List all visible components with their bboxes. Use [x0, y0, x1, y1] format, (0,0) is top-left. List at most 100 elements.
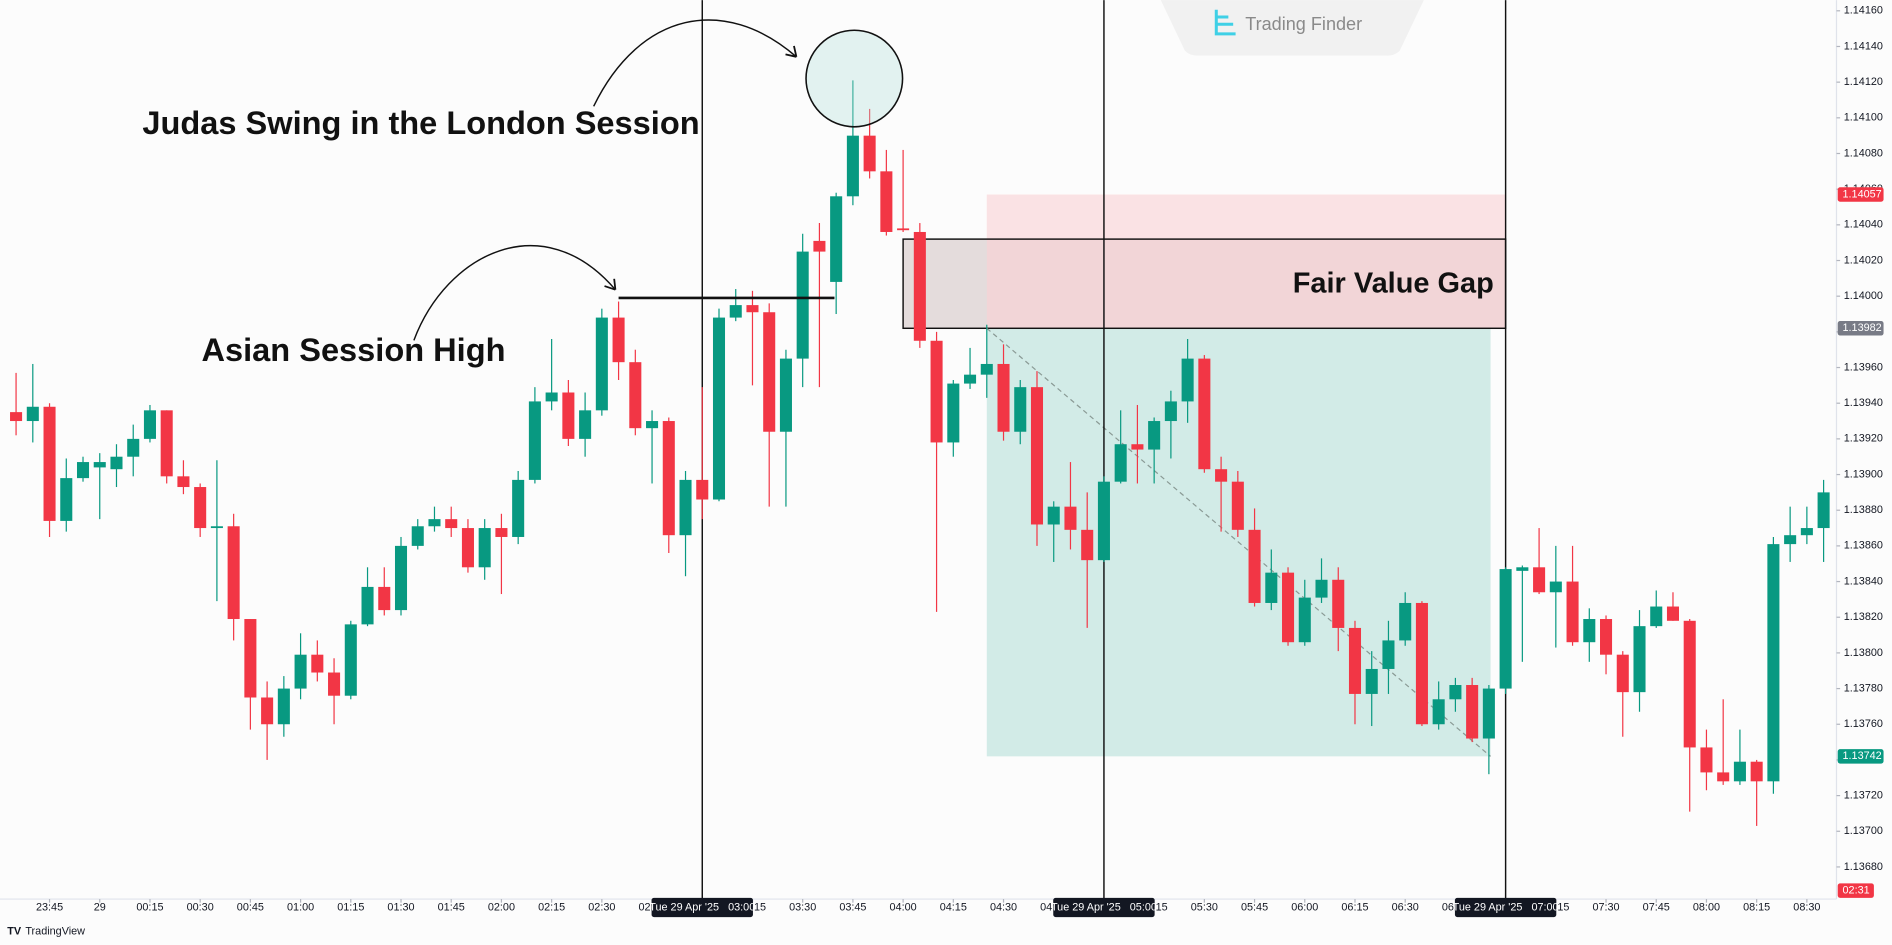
candle-body	[361, 586, 374, 625]
x-tick-label: 05:45	[1241, 901, 1268, 913]
x-tick-label: 00:45	[237, 901, 264, 913]
x-tick-label: 07:45	[1643, 901, 1670, 913]
candle-body	[344, 624, 357, 696]
price-tag	[1837, 187, 1884, 202]
arrow-head	[604, 278, 617, 291]
candle-body	[10, 412, 23, 422]
candle-body	[93, 462, 106, 468]
y-tick-label: 1.14160	[1844, 5, 1883, 17]
y-tick-label: 1.14140	[1844, 40, 1883, 52]
watermark-bg	[1160, 0, 1424, 56]
y-tick-label: 1.13700	[1844, 825, 1883, 837]
candle-body	[997, 363, 1010, 432]
candle-body	[1800, 528, 1813, 536]
candle-body	[277, 688, 290, 725]
price-tag-label: 1.14057	[1843, 188, 1882, 200]
candle-body	[1265, 572, 1278, 603]
countdown-tag	[1837, 883, 1874, 898]
candle-body	[43, 406, 56, 521]
candle-body	[227, 526, 240, 620]
candles	[10, 80, 1830, 826]
y-tick-label: 1.13680	[1844, 861, 1883, 873]
x-tick-label: 01:45	[438, 901, 465, 913]
arrow-head	[785, 45, 798, 58]
candle-body	[1616, 654, 1629, 693]
x-tick-label: 08:30	[1793, 901, 1820, 913]
candle-body	[143, 410, 156, 439]
y-tick-label: 1.13820	[1844, 611, 1883, 623]
candle-body	[294, 654, 307, 689]
candle-body	[1064, 506, 1077, 530]
price-tag-label: 1.13742	[1843, 750, 1882, 762]
candle-body	[261, 697, 274, 725]
y-tick-label: 1.14020	[1844, 254, 1883, 266]
candle-body	[830, 196, 843, 282]
candle-body	[913, 231, 926, 341]
candle-body	[428, 519, 441, 527]
candle-body	[160, 410, 173, 477]
candle-body	[1248, 529, 1261, 603]
candle-body	[947, 383, 960, 443]
y-tick-label: 1.14100	[1844, 112, 1883, 124]
x-tick-label: 05:30	[1191, 901, 1218, 913]
candle-body	[1181, 358, 1194, 402]
candle-body	[311, 654, 324, 673]
trade-path	[986, 327, 1491, 757]
overlay: Judas Swing in the London Session Asian …	[7, 0, 1494, 937]
candle-body	[595, 317, 608, 411]
candle-body	[76, 462, 90, 479]
y-tick-label: 1.13840	[1844, 575, 1883, 587]
candle-body	[1298, 597, 1311, 643]
candle-body	[712, 317, 726, 500]
y-tick-label: 1.13800	[1844, 647, 1883, 659]
candle-body	[127, 438, 140, 457]
candle-body	[1047, 506, 1060, 525]
y-tick-label: 1.14000	[1844, 290, 1883, 302]
zones	[701, 0, 1507, 900]
candle-body	[1549, 581, 1562, 593]
candle-body	[679, 479, 692, 536]
candle-body	[1683, 620, 1696, 748]
watermark-logo	[1214, 9, 1236, 36]
arrow	[413, 245, 616, 341]
candle-body	[1583, 619, 1596, 643]
stop-zone	[986, 194, 1506, 329]
candle-body	[1566, 581, 1579, 643]
candle-body	[646, 421, 659, 429]
x-tick-label: 01:30	[387, 901, 414, 913]
candle-body	[26, 406, 39, 422]
annotation: Asian Session High	[202, 332, 506, 368]
candle-body	[478, 528, 491, 568]
session-tag	[1454, 897, 1557, 918]
candle-body	[1432, 699, 1445, 725]
candle-body	[1198, 358, 1211, 470]
x-tick-label: 07:30	[1592, 901, 1619, 913]
candle-body	[210, 526, 223, 529]
candle-body	[1633, 626, 1646, 693]
candle-body	[1817, 492, 1830, 529]
candle-body	[328, 672, 341, 696]
candle-body	[110, 456, 123, 470]
y-tick-label: 1.14080	[1844, 147, 1883, 159]
x-tick-label: 00:15	[136, 901, 163, 913]
x-tick-label: 03:30	[789, 901, 816, 913]
session-tag-label: Tue 29 Apr '25 05:00	[1051, 901, 1157, 913]
price-tag-label: 1.13982	[1843, 322, 1882, 334]
candle-body	[1231, 481, 1244, 530]
arrow	[593, 19, 797, 107]
candle-body	[980, 363, 993, 375]
x-tick-label: 04:00	[890, 901, 917, 913]
candle-body	[612, 317, 625, 363]
x-tick-label: 08:00	[1693, 901, 1720, 913]
x-tick-label: 04:15	[940, 901, 967, 913]
candle-body	[579, 410, 592, 439]
x-tick-label: 04:30	[990, 901, 1017, 913]
candle-body	[729, 305, 742, 318]
annotation: Fair Value Gap	[1293, 268, 1494, 300]
candle-body	[1365, 668, 1378, 694]
candle-body	[1482, 688, 1495, 739]
candle-body	[1533, 567, 1546, 593]
candle-body	[1148, 421, 1161, 450]
session-tag-label: Tue 29 Apr '25 03:00	[649, 901, 755, 913]
